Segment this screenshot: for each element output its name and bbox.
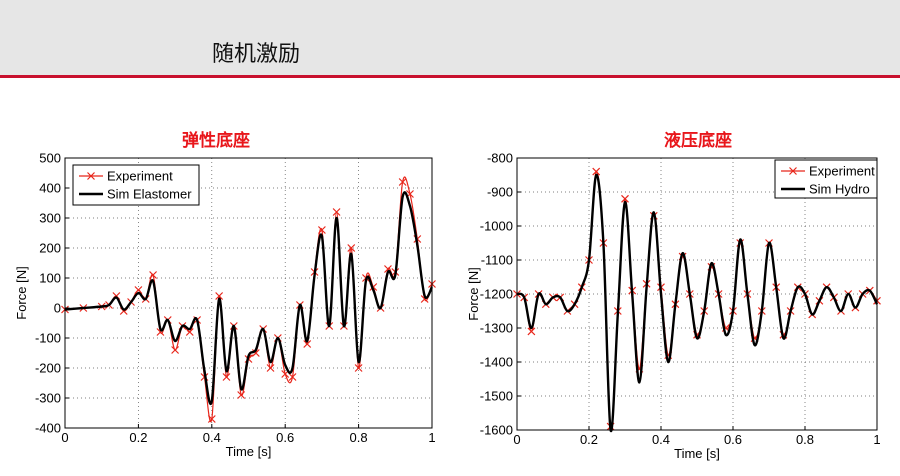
chart-title-hydro: 液压底座 bbox=[664, 131, 732, 151]
experiment-marker bbox=[134, 286, 143, 294]
experiment-marker bbox=[237, 391, 246, 399]
y-tick-label: 200 bbox=[39, 241, 61, 256]
x-tick-label: 0.8 bbox=[796, 432, 814, 447]
x-axis-label: Time [s] bbox=[226, 444, 272, 459]
experiment-marker bbox=[266, 364, 275, 372]
chart-hydro: 0 0.2 0.4 0.6 0.8 1 -1600 -1500 -1400 -1300 -1200 -… bbox=[466, 151, 881, 461]
legend-experiment-label: Experiment bbox=[809, 164, 875, 179]
experiment-marker bbox=[251, 349, 260, 357]
experiment-marker bbox=[303, 340, 312, 348]
legend: Experiment Sim Elastomer bbox=[72, 164, 200, 206]
y-tick-label: -1100 bbox=[481, 253, 513, 268]
y-tick-label: -1400 bbox=[480, 355, 513, 370]
legend-experiment-marker bbox=[87, 172, 95, 180]
y-tick-label: -100 bbox=[35, 331, 61, 346]
x-tick-label: 0.2 bbox=[129, 430, 147, 445]
legend: Experiment Sim Hydro bbox=[774, 159, 878, 199]
y-tick-label: -300 bbox=[35, 391, 61, 406]
y-tick-label: 0 bbox=[54, 301, 61, 316]
x-tick-label: 0.2 bbox=[580, 432, 598, 447]
y-axis-label: Force [N] bbox=[14, 266, 29, 319]
axes-box bbox=[64, 157, 433, 429]
legend-experiment-label: Experiment bbox=[107, 169, 173, 184]
legend-box bbox=[774, 159, 878, 199]
x-tick-label: 0 bbox=[61, 430, 68, 445]
experiment-marker bbox=[215, 292, 224, 300]
experiment-marker bbox=[347, 244, 356, 252]
x-tick-label: 1 bbox=[873, 432, 880, 447]
legend-simulation-label: Sim Hydro bbox=[809, 182, 870, 197]
legend-experiment-marker bbox=[789, 167, 797, 175]
experiment-marker bbox=[171, 346, 180, 354]
y-axis-label: Force [N] bbox=[466, 267, 481, 320]
y-tick-label: -1500 bbox=[480, 389, 513, 404]
x-axis-label: Time [s] bbox=[674, 446, 720, 461]
y-tick-label: -1000 bbox=[480, 219, 513, 234]
y-tick-label: 500 bbox=[39, 151, 61, 166]
y-tick-label: -800 bbox=[487, 151, 513, 166]
x-tick-label: 0.4 bbox=[652, 432, 670, 447]
y-tick-label: -1200 bbox=[480, 287, 513, 302]
header-bar: 随机激励 bbox=[0, 0, 900, 78]
y-tick-label: -200 bbox=[35, 361, 61, 376]
y-tick-label: -400 bbox=[35, 421, 61, 436]
y-tick-label: 100 bbox=[39, 271, 61, 286]
legend-box bbox=[72, 164, 200, 206]
series-simulation bbox=[516, 173, 879, 433]
legend-simulation-label: Sim Elastomer bbox=[107, 187, 192, 202]
y-tick-label: 400 bbox=[39, 181, 61, 196]
simulation-line bbox=[64, 191, 434, 405]
simulation-line bbox=[516, 173, 879, 433]
experiment-marker bbox=[222, 373, 231, 381]
experiment-marker bbox=[332, 208, 341, 216]
experiment-marker bbox=[398, 178, 407, 186]
experiment-marker bbox=[592, 167, 601, 176]
y-tick-label: -1600 bbox=[480, 423, 513, 438]
y-tick-label: 300 bbox=[39, 211, 61, 226]
experiment-marker bbox=[527, 327, 536, 336]
series-simulation bbox=[64, 191, 434, 405]
chart-elastomer: 0 0.2 0.4 0.6 0.8 1 -400 -300 -200 -100 0 100 200 300… bbox=[14, 151, 436, 459]
experiment-marker bbox=[354, 364, 363, 372]
experiment-marker bbox=[317, 226, 326, 234]
y-tick-label: -900 bbox=[487, 185, 513, 200]
x-tick-label: 0.4 bbox=[203, 430, 221, 445]
x-tick-label: 0.6 bbox=[276, 430, 294, 445]
experiment-marker bbox=[288, 373, 297, 381]
experiment-marker bbox=[149, 271, 158, 279]
x-tick-label: 0.6 bbox=[724, 432, 742, 447]
chart-title-elastomer: 弹性底座 bbox=[182, 131, 250, 151]
x-tick-label: 0.8 bbox=[350, 430, 368, 445]
x-tick-label: 0 bbox=[513, 432, 520, 447]
x-tick-label: 1 bbox=[428, 430, 435, 445]
experiment-marker bbox=[207, 415, 216, 423]
page-title: 随机激励 bbox=[212, 42, 301, 67]
y-tick-label: -1300 bbox=[480, 321, 513, 336]
experiment-marker bbox=[621, 194, 629, 203]
